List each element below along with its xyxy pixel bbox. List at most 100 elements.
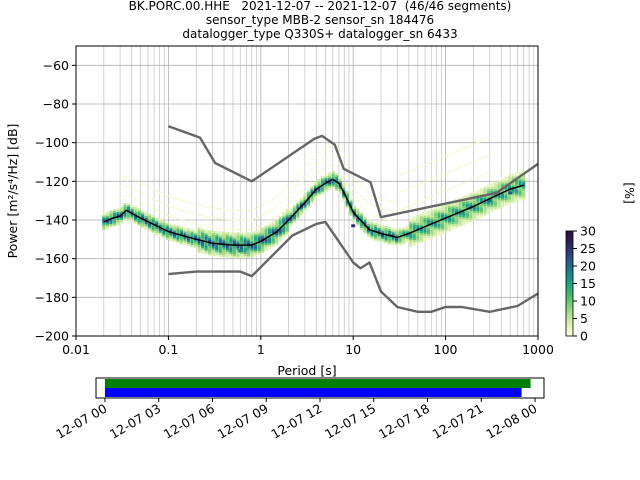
density-cell	[388, 230, 392, 233]
density-cell	[179, 241, 184, 245]
density-cell	[437, 215, 441, 219]
density-cell	[275, 242, 279, 245]
density-cell	[208, 237, 212, 240]
density-cell	[133, 220, 138, 223]
density-cell	[292, 218, 296, 221]
density-cell	[310, 189, 314, 192]
density-cell	[246, 240, 251, 243]
density-cell	[476, 197, 480, 200]
density-cell	[215, 236, 219, 239]
timeline-tick-label: 12-07 21	[430, 401, 486, 442]
density-cell	[507, 199, 512, 203]
density-cell	[215, 250, 219, 253]
density-cell	[246, 232, 251, 235]
density-cell	[211, 248, 215, 251]
density-cell	[486, 190, 491, 193]
density-cell	[299, 207, 304, 210]
density-cell	[260, 248, 265, 252]
density-cell	[423, 239, 427, 242]
density-cell	[197, 214, 201, 216]
density-cell	[342, 192, 346, 196]
density-cell	[391, 229, 395, 232]
density-cell	[225, 249, 229, 252]
density-cell	[349, 208, 353, 211]
density-cell	[395, 240, 399, 243]
density-cell	[239, 232, 244, 235]
density-cell	[426, 227, 431, 231]
density-cell	[472, 193, 476, 196]
density-cell	[229, 245, 233, 249]
density-cell	[250, 249, 254, 253]
density-cell	[380, 229, 385, 232]
density-cell	[306, 189, 311, 192]
density-cell	[465, 146, 469, 148]
density-cell	[264, 244, 268, 248]
density-cell	[479, 211, 483, 214]
density-cell	[172, 238, 176, 241]
density-cell	[201, 215, 205, 217]
density-cell	[342, 198, 346, 201]
density-cell	[169, 233, 173, 236]
density-cell	[169, 239, 173, 242]
density-cell	[490, 206, 494, 209]
density-cell	[447, 211, 452, 214]
density-cell	[246, 249, 251, 253]
density-cell	[342, 175, 346, 178]
density-cell	[380, 236, 385, 239]
density-cell	[462, 203, 466, 206]
density-cell	[306, 193, 311, 196]
density-cell	[179, 209, 184, 211]
density-cell	[504, 193, 508, 197]
density-cell	[313, 183, 318, 186]
density-cell	[208, 251, 212, 254]
density-cell	[260, 231, 265, 234]
density-cell	[409, 227, 413, 231]
density-cell	[324, 189, 328, 192]
density-cell	[162, 224, 166, 227]
density-cell	[380, 234, 385, 238]
colorbar-segment	[566, 253, 573, 256]
density-cell	[338, 186, 342, 189]
density-cell	[317, 180, 321, 183]
density-cell	[253, 227, 258, 229]
density-cell	[186, 240, 191, 243]
density-cell	[250, 219, 254, 221]
density-cell	[303, 176, 307, 179]
density-cell	[186, 232, 191, 235]
density-cell	[264, 227, 268, 230]
density-cell	[144, 221, 148, 224]
density-cell	[204, 231, 208, 234]
density-cell	[483, 192, 487, 195]
density-cell	[229, 249, 233, 252]
density-cell	[451, 221, 455, 224]
density-cell	[469, 210, 473, 213]
density-cell	[444, 226, 448, 229]
density-cell	[320, 159, 325, 161]
density-cell	[328, 155, 332, 157]
density-cell	[172, 207, 176, 209]
density-cell	[179, 199, 184, 202]
density-cell	[243, 249, 247, 253]
density-cell	[243, 219, 247, 221]
density-cell	[426, 197, 431, 199]
density-cell	[310, 185, 314, 188]
colorbar-segment	[566, 287, 573, 290]
density-cell	[366, 235, 371, 238]
density-cell	[472, 206, 476, 210]
density-cell	[257, 250, 261, 253]
density-cell	[130, 206, 134, 209]
density-cell	[476, 201, 480, 204]
density-cell	[215, 254, 219, 257]
density-cell	[440, 212, 445, 215]
density-cell	[193, 240, 198, 243]
density-cell	[479, 157, 483, 159]
density-cell	[158, 211, 162, 213]
density-cell	[455, 218, 459, 221]
colorbar-segment	[566, 236, 573, 239]
density-cell	[141, 219, 145, 223]
density-cell	[430, 232, 434, 235]
density-cell	[253, 240, 258, 243]
density-cell	[356, 214, 360, 217]
density-cell	[359, 225, 363, 229]
density-cell	[271, 221, 275, 224]
